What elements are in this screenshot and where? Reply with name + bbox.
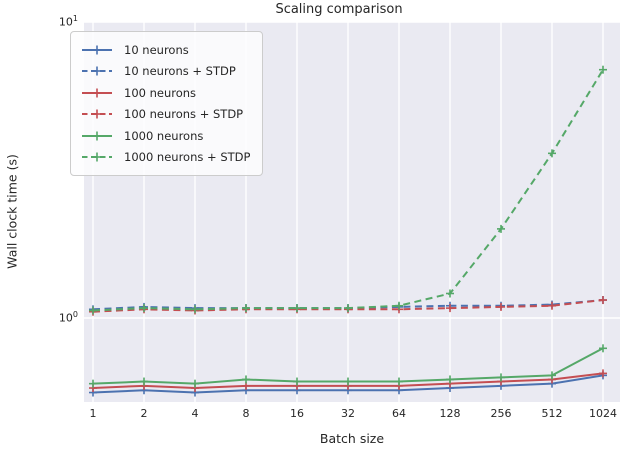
legend-item: 10 neurons + STDP (80, 61, 250, 83)
plus-marker-icon (344, 304, 352, 313)
x-tick-label: 128 (439, 407, 461, 420)
legend-item: 100 neurons + STDP (80, 104, 250, 126)
legend-label: 10 neurons + STDP (124, 64, 236, 79)
x-tick-label: 32 (341, 407, 355, 420)
plus-marker-icon (497, 224, 505, 233)
solid-line-plus-marker-icon (82, 131, 112, 141)
plus-marker-icon (599, 344, 607, 353)
x-tick-label: 64 (392, 407, 406, 420)
y-tick-label: 101 (58, 14, 78, 29)
legend-item: 1000 neurons (80, 125, 250, 147)
x-axis-label: Batch size (319, 431, 385, 446)
legend-label: 100 neurons + STDP (124, 107, 244, 122)
y-axis-label: Wall clock time (s) (4, 154, 20, 269)
plus-marker-icon (446, 375, 454, 384)
plus-marker-icon (140, 377, 148, 386)
dashed-line-plus-marker-icon (82, 152, 112, 162)
plus-marker-icon (446, 289, 454, 298)
plus-marker-icon (191, 379, 199, 388)
plus-marker-icon (293, 377, 301, 386)
plus-marker-icon (548, 149, 556, 158)
dashed-line-plus-marker-icon (82, 66, 112, 76)
x-tick-label: 16 (290, 407, 304, 420)
dashed-line-plus-marker-icon (82, 109, 112, 119)
solid-line-plus-marker-icon (82, 45, 112, 55)
plus-marker-icon (446, 304, 454, 313)
legend-label: 100 neurons (124, 85, 197, 100)
solid-line-plus-marker-icon (82, 88, 112, 98)
legend-item: 100 neurons (80, 82, 250, 104)
x-tick-label: 4 (191, 407, 199, 420)
plus-marker-icon (497, 373, 505, 382)
legend: 10 neurons 10 neurons + STDP 100 neurons 10… (70, 31, 264, 176)
y-tick-label: 100 (58, 310, 78, 325)
chart-title: Scaling comparison (275, 2, 403, 17)
plus-marker-icon (89, 379, 97, 388)
plus-marker-icon (344, 377, 352, 386)
legend-label: 1000 neurons (124, 128, 204, 143)
plus-marker-icon (242, 375, 250, 384)
plus-marker-icon (548, 371, 556, 380)
plus-marker-icon (140, 304, 148, 313)
plus-marker-icon (242, 304, 250, 313)
plus-marker-icon (548, 301, 556, 310)
plus-marker-icon (599, 369, 607, 378)
legend-item: 10 neurons (80, 39, 250, 61)
x-tick-label: 8 (242, 407, 250, 420)
x-tick-label: 1024 (589, 407, 617, 420)
plus-marker-icon (599, 65, 607, 74)
legend-label: 10 neurons (124, 42, 189, 57)
x-tick-label: 2 (140, 407, 148, 420)
plus-marker-icon (89, 306, 97, 315)
x-tick-label: 512 (541, 407, 563, 420)
x-tick-label: 256 (490, 407, 512, 420)
x-tick-label: 1 (89, 407, 97, 420)
legend-item: 1000 neurons + STDP (80, 147, 250, 169)
plus-marker-icon (497, 302, 505, 311)
plus-marker-icon (395, 377, 403, 386)
legend-label: 1000 neurons + STDP (124, 150, 251, 165)
plus-marker-icon (191, 305, 199, 314)
plus-marker-icon (293, 304, 301, 313)
plus-marker-icon (395, 301, 403, 310)
plus-marker-icon (599, 296, 607, 305)
